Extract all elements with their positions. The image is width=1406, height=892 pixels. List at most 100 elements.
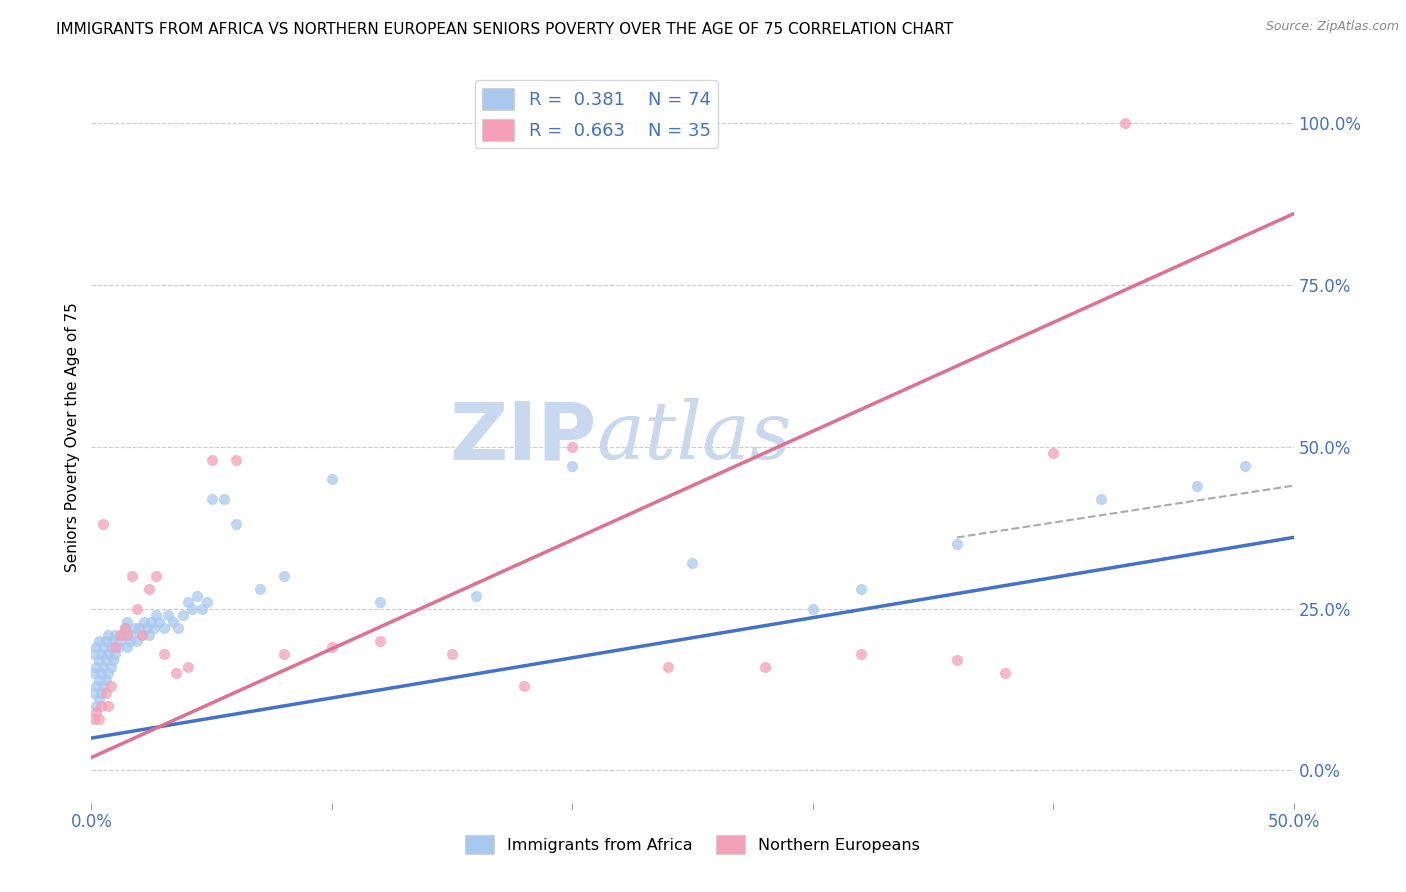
Point: [1042, 446, 1064, 460]
Point: [273, 569, 295, 583]
Point: [101, 653, 124, 667]
Point: [114, 621, 136, 635]
Point: [125, 634, 148, 648]
Point: [97, 666, 120, 681]
Point: [93, 660, 115, 674]
Point: [107, 640, 129, 655]
Point: [138, 582, 160, 597]
Point: [157, 608, 180, 623]
Point: [84, 698, 107, 713]
Point: [117, 640, 139, 655]
Point: [87, 653, 110, 667]
Text: atlas: atlas: [596, 399, 792, 475]
Point: [195, 595, 218, 609]
Point: [124, 621, 146, 635]
Point: [754, 660, 776, 674]
Point: [87, 673, 110, 687]
Point: [87, 692, 110, 706]
Point: [84, 705, 107, 719]
Point: [249, 582, 271, 597]
Point: [100, 640, 122, 655]
Point: [994, 666, 1017, 681]
Point: [141, 615, 163, 629]
Point: [186, 589, 208, 603]
Point: [142, 621, 165, 635]
Point: [131, 627, 153, 641]
Point: [946, 653, 969, 667]
Point: [110, 627, 132, 641]
Point: [201, 491, 224, 506]
Point: [225, 517, 247, 532]
Point: [138, 627, 160, 641]
Point: [148, 615, 170, 629]
Point: [1187, 478, 1209, 492]
Point: [125, 601, 148, 615]
Point: [101, 634, 124, 648]
Point: [849, 647, 872, 661]
Point: [90, 698, 112, 713]
Point: [145, 608, 167, 623]
Point: [83, 712, 105, 726]
Point: [97, 647, 120, 661]
Point: [104, 647, 127, 661]
Point: [128, 621, 150, 635]
Text: Source: ZipAtlas.com: Source: ZipAtlas.com: [1265, 20, 1399, 33]
Point: [131, 627, 153, 641]
Point: [561, 440, 583, 454]
Point: [513, 679, 536, 693]
Point: [100, 660, 122, 674]
Point: [946, 537, 969, 551]
Point: [273, 647, 295, 661]
Y-axis label: Seniors Poverty Over the Age of 75: Seniors Poverty Over the Age of 75: [65, 302, 80, 572]
Point: [87, 634, 110, 648]
Point: [97, 627, 120, 641]
Point: [94, 634, 117, 648]
Point: [176, 595, 198, 609]
Point: [114, 621, 136, 635]
Point: [191, 601, 214, 615]
Point: [97, 698, 120, 713]
Point: [90, 686, 112, 700]
Point: [83, 647, 105, 661]
Point: [561, 459, 583, 474]
Point: [1090, 491, 1112, 506]
Point: [440, 647, 463, 661]
Point: [212, 491, 235, 506]
Point: [104, 640, 127, 655]
Point: [681, 557, 703, 571]
Point: [657, 660, 679, 674]
Point: [83, 686, 105, 700]
Point: [165, 666, 187, 681]
Point: [321, 472, 343, 486]
Point: [176, 660, 198, 674]
Point: [134, 615, 156, 629]
Point: [94, 686, 117, 700]
Point: [117, 627, 139, 641]
Point: [110, 634, 132, 648]
Point: [93, 640, 115, 655]
Point: [94, 673, 117, 687]
Point: [118, 634, 141, 648]
Point: [801, 601, 824, 615]
Point: [368, 595, 391, 609]
Point: [321, 640, 343, 655]
Text: ZIP: ZIP: [449, 398, 596, 476]
Point: [84, 660, 107, 674]
Point: [167, 621, 190, 635]
Point: [368, 634, 391, 648]
Point: [100, 679, 122, 693]
Point: [201, 452, 224, 467]
Point: [849, 582, 872, 597]
Point: [145, 569, 167, 583]
Point: [83, 666, 105, 681]
Point: [94, 653, 117, 667]
Point: [121, 569, 143, 583]
Text: IMMIGRANTS FROM AFRICA VS NORTHERN EUROPEAN SENIORS POVERTY OVER THE AGE OF 75 C: IMMIGRANTS FROM AFRICA VS NORTHERN EUROP…: [56, 22, 953, 37]
Legend: Immigrants from Africa, Northern Europeans: Immigrants from Africa, Northern Europea…: [458, 829, 927, 861]
Point: [152, 621, 174, 635]
Point: [93, 517, 115, 532]
Point: [93, 679, 115, 693]
Point: [111, 627, 134, 641]
Point: [1114, 116, 1136, 130]
Point: [162, 615, 184, 629]
